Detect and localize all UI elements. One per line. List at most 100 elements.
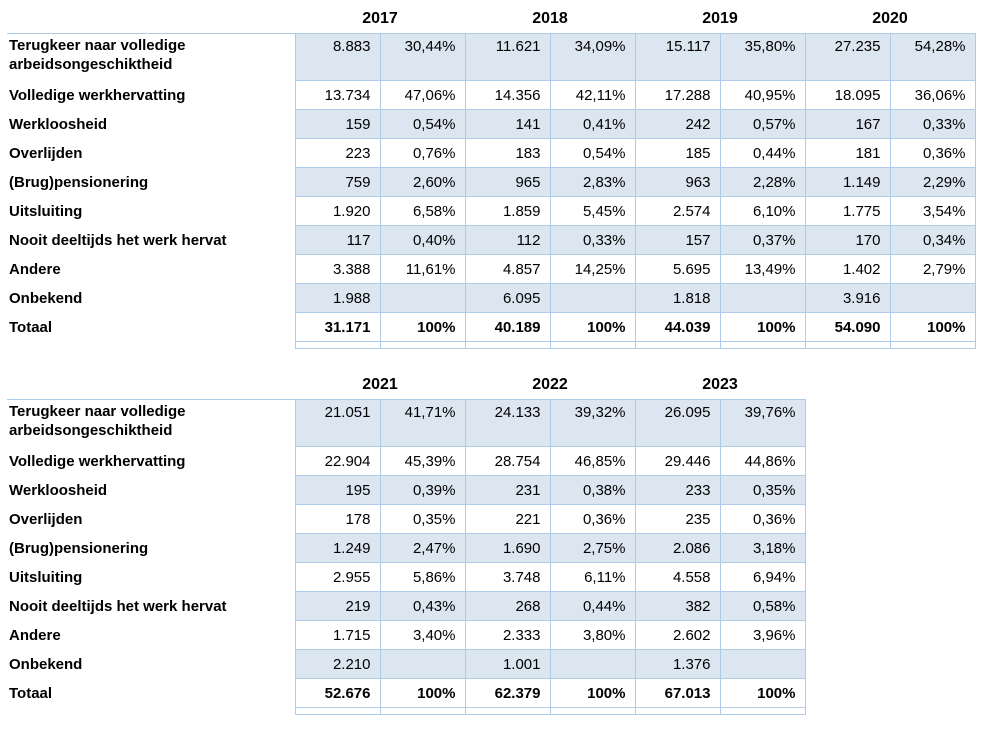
count-cell: 2.086 <box>634 533 721 563</box>
percent-cell <box>889 283 976 313</box>
count-cell: 268 <box>464 591 551 621</box>
empty-cell <box>464 341 551 349</box>
count-cell: 1.690 <box>464 533 551 563</box>
corner-cell <box>7 4 295 34</box>
percent-cell: 0,41% <box>549 109 636 139</box>
table-row: Terugkeer naar volledige arbeidsongeschi… <box>7 399 806 447</box>
count-cell: 1.818 <box>634 283 721 313</box>
percent-cell: 2,47% <box>379 533 466 563</box>
row-label: Nooit deeltijds het werk hervat <box>7 591 295 621</box>
percent-cell: 2,60% <box>379 167 466 197</box>
count-cell: 1.249 <box>294 533 381 563</box>
table-row: Overlijden 223 0,76% 183 0,54% 185 0,44% 181 0,3… <box>7 138 976 168</box>
table-row: Uitsluiting 1.920 6,58% 1.859 5,45% 2.574 6,10… <box>7 196 976 226</box>
table-row: Onbekend 2.210 1.001 1.376 <box>7 649 806 679</box>
percent-cell: 3,80% <box>549 620 636 650</box>
percent-cell: 2,79% <box>889 254 976 284</box>
count-cell: 52.676 <box>294 678 381 708</box>
empty-cell <box>719 341 806 349</box>
count-cell: 27.235 <box>804 33 891 81</box>
empty-cell <box>804 341 891 349</box>
count-cell: 2.333 <box>464 620 551 650</box>
percent-cell: 2,75% <box>549 533 636 563</box>
row-label: Nooit deeltijds het werk hervat <box>7 225 295 255</box>
empty-cell <box>634 707 721 715</box>
percent-cell <box>549 649 636 679</box>
percent-cell: 0,34% <box>889 225 976 255</box>
count-cell: 963 <box>634 167 721 197</box>
percent-cell: 6,10% <box>719 196 806 226</box>
percent-cell: 100% <box>549 312 636 342</box>
count-cell: 3.916 <box>804 283 891 313</box>
row-label: Totaal <box>7 678 295 708</box>
percent-cell: 0,35% <box>379 504 466 534</box>
count-cell: 67.013 <box>634 678 721 708</box>
count-cell: 11.621 <box>464 33 551 81</box>
percent-cell: 0,36% <box>889 138 976 168</box>
percent-cell: 0,44% <box>549 591 636 621</box>
percent-cell: 100% <box>719 312 806 342</box>
row-label: Uitsluiting <box>7 562 295 592</box>
percent-cell: 39,32% <box>549 399 636 447</box>
percent-cell: 39,76% <box>719 399 806 447</box>
empty-cell <box>549 341 636 349</box>
empty-cell <box>379 341 466 349</box>
percent-cell: 14,25% <box>549 254 636 284</box>
row-label: (Brug)pensionering <box>7 533 295 563</box>
percent-cell: 0,36% <box>549 504 636 534</box>
outcomes-table-2021-2023: 2021 2022 2023 Terugkeer naar volledige arb… <box>7 370 806 715</box>
count-cell: 167 <box>804 109 891 139</box>
count-cell: 195 <box>294 475 381 505</box>
year-header: 2017 <box>362 9 398 27</box>
count-cell: 117 <box>294 225 381 255</box>
percent-cell: 30,44% <box>379 33 466 81</box>
percent-cell: 3,40% <box>379 620 466 650</box>
empty-cell <box>294 341 381 349</box>
row-label: (Brug)pensionering <box>7 167 295 197</box>
percent-cell: 54,28% <box>889 33 976 81</box>
count-cell: 54.090 <box>804 312 891 342</box>
table-row: Volledige werkhervatting 13.734 47,06% 14.3… <box>7 80 976 110</box>
empty-cell <box>719 707 806 715</box>
count-cell: 14.356 <box>464 80 551 110</box>
row-label: Werkloosheid <box>7 109 295 139</box>
count-cell: 15.117 <box>634 33 721 81</box>
year-header: 2018 <box>532 9 568 27</box>
table-row: Volledige werkhervatting 22.904 45,39% 28.7… <box>7 446 806 476</box>
empty-cell <box>379 707 466 715</box>
count-cell: 1.376 <box>634 649 721 679</box>
corner-cell <box>7 370 295 400</box>
percent-cell <box>719 649 806 679</box>
count-cell: 26.095 <box>634 399 721 447</box>
count-cell: 40.189 <box>464 312 551 342</box>
percent-cell: 0,54% <box>549 138 636 168</box>
year-header: 2019 <box>702 9 738 27</box>
percent-cell: 2,28% <box>719 167 806 197</box>
count-cell: 5.695 <box>634 254 721 284</box>
table-row: (Brug)pensionering 1.249 2,47% 1.690 2,75% 2.… <box>7 533 806 563</box>
outcomes-table-2017-2020: 2017 2018 2019 2020 Terugkeer naar volledige… <box>7 4 976 349</box>
percent-cell: 3,96% <box>719 620 806 650</box>
row-label: Onbekend <box>7 283 295 313</box>
table-row: Totaal 52.676 100% 62.379 100% 67.013 100% <box>7 678 806 708</box>
table-row: Andere 1.715 3,40% 2.333 3,80% 2.602 3,96% <box>7 620 806 650</box>
year-header: 2020 <box>872 9 908 27</box>
count-cell: 1.402 <box>804 254 891 284</box>
percent-cell: 44,86% <box>719 446 806 476</box>
count-cell: 759 <box>294 167 381 197</box>
table-row: Onbekend 1.988 6.095 1.818 3.916 <box>7 283 976 313</box>
count-cell: 29.446 <box>634 446 721 476</box>
count-cell: 13.734 <box>294 80 381 110</box>
count-cell: 18.095 <box>804 80 891 110</box>
percent-cell: 100% <box>719 678 806 708</box>
percent-cell: 100% <box>889 312 976 342</box>
percent-cell <box>719 283 806 313</box>
row-label <box>7 341 295 349</box>
percent-cell: 35,80% <box>719 33 806 81</box>
percent-cell: 6,94% <box>719 562 806 592</box>
table-row: Werkloosheid 159 0,54% 141 0,41% 242 0,57% 167 0… <box>7 109 976 139</box>
row-label: Overlijden <box>7 504 295 534</box>
count-cell: 1.988 <box>294 283 381 313</box>
percent-cell: 0,54% <box>379 109 466 139</box>
count-cell: 112 <box>464 225 551 255</box>
